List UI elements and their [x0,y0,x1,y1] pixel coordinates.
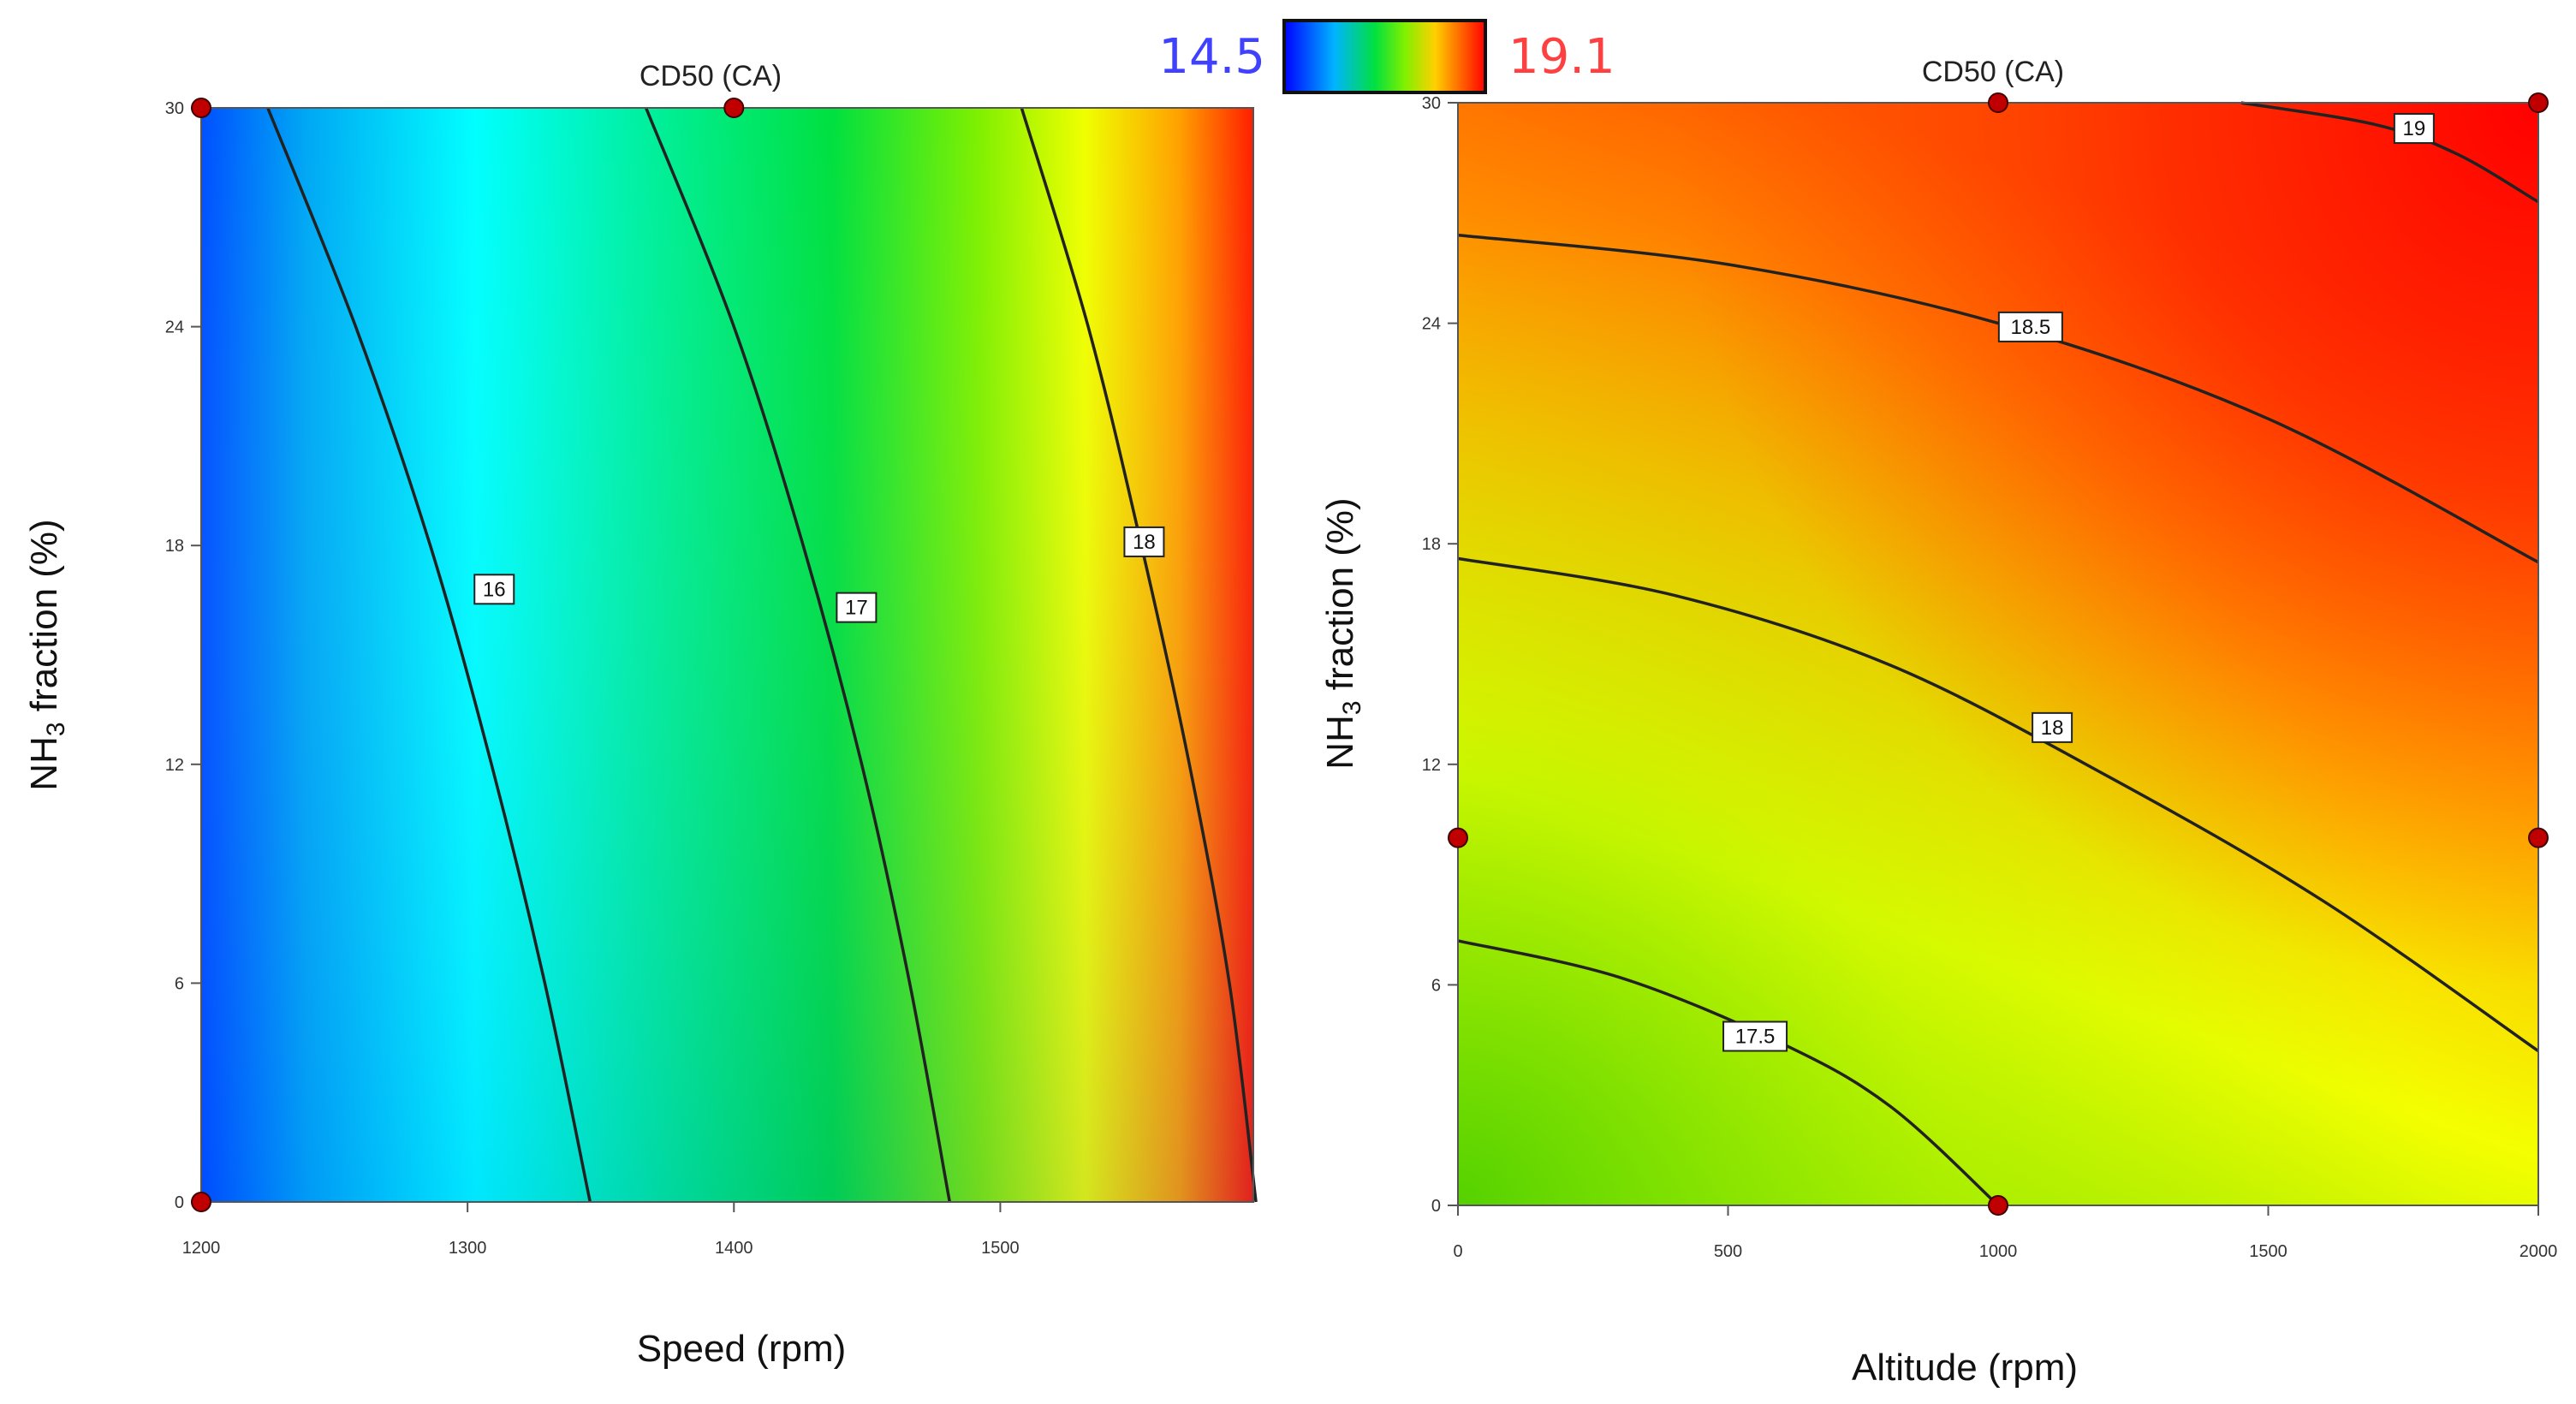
y-tick-label: 12 [1422,756,1441,775]
y-tick-label: 30 [165,99,184,118]
x-tick-label: 1000 [1979,1242,2018,1261]
contour-hot-right [1458,103,2538,1205]
contour-line-16 [266,107,592,1203]
contour-label-box [2032,711,2073,743]
x-tick-label: 1500 [2249,1242,2287,1261]
x-axis-title-right: Altitude (rpm) [1852,1347,2078,1389]
y-axis-title-left: NH3 fraction (%) [23,519,70,790]
x-tick-label: 0 [1453,1242,1462,1261]
x-tick-label: 1500 [981,1239,1020,1258]
contour-label-text: 16 [483,578,506,601]
contour-label-text: 18.5 [2011,316,2051,339]
design-point [2528,92,2549,113]
contour-label-box [2393,113,2435,145]
colorscale-max-label: 19.1 [1508,29,1615,85]
y-tick-label: 6 [1431,976,1441,995]
x-tick-label: 1300 [449,1239,487,1258]
y-axis-title-left-rest: fraction (%) [23,519,65,722]
contour-line-18 [1457,556,2540,1053]
contour-label-box [1722,1020,1788,1052]
y-tick-label: 6 [175,974,184,993]
x-axis-title-left: Speed (rpm) [637,1328,847,1370]
y-ticks-left: 0 6 12 18 24 30 [165,99,201,1212]
contour-label-16: 16 [473,574,515,605]
chart-title-left: CD50 (CA) [640,60,782,92]
x-ticks-right: 0 500 1000 1500 2000 [1453,1205,2557,1261]
design-point [1448,827,1468,848]
contour-line-18 [1020,107,1258,1203]
contour-label-text: 18 [1133,531,1156,554]
contour-label-18: 18 [1123,526,1165,557]
contour-line-17 [644,107,952,1203]
contour-label-17: 17 [836,592,878,623]
contour-label-18.5: 18.5 [1997,311,2063,342]
y-axis-title-left-main: NH [23,736,65,791]
design-point [1988,1195,2008,1216]
x-tick-label: 500 [1714,1242,1742,1261]
colorscale-min-label: 14.5 [1158,29,1265,85]
contour-label-box [473,574,515,605]
x-tick-label: 2000 [2519,1242,2558,1261]
y-tick-label: 18 [165,537,184,556]
x-tick-label: 1200 [182,1239,221,1258]
y-tick-label: 18 [1422,535,1441,554]
y-tick-label: 24 [1422,315,1441,334]
contour-label-box [836,592,878,623]
x-ticks-left: 1200 1300 1400 1500 [182,1202,1020,1258]
design-point [723,98,745,118]
design-point [1988,92,2008,113]
y-ticks-right: 0 6 12 18 24 30 [1422,94,1458,1216]
contour-label-box [1123,526,1165,557]
y-axis-title-right-main: NH [1319,715,1361,770]
y-tick-label: 0 [175,1193,184,1212]
design-point [191,98,211,118]
design-points-left [191,98,745,1212]
colorscale-legend: 14.5 19.1 [1158,19,1615,94]
y-axis-title-left-sub: 3 [42,722,70,736]
contour-label-18: 18 [2032,711,2073,743]
x-tick-label: 1400 [715,1239,753,1258]
y-tick-label: 24 [165,318,184,337]
y-axis-title-right-sub: 3 [1338,700,1366,715]
contour-shade-left [201,108,1253,1202]
design-point [191,1192,211,1212]
contour-label-19: 19 [2393,113,2435,145]
y-tick-label: 0 [1431,1197,1441,1216]
chart-title-right: CD50 (CA) [1922,56,2064,88]
contour-label-box [1997,311,2063,342]
contour-label-text: 19 [2403,117,2426,140]
contour-label-text: 17.5 [1735,1026,1776,1049]
y-tick-label: 30 [1422,94,1441,113]
contour-labels-left: 16 17 18 [473,526,1165,623]
design-points-right [1448,92,2549,1216]
contour-lines-left [266,107,1258,1203]
y-tick-label: 12 [165,756,184,775]
speed-contour-chart: 16 17 18 1200 1300 1400 1500 0 6 12 18 24 30 CD50 … [23,60,1258,1370]
y-axis-title-right-rest: fraction (%) [1319,497,1361,700]
colorscale-bar [1282,19,1487,94]
contour-label-text: 17 [845,597,868,620]
y-axis-title-right: NH3 fraction (%) [1319,497,1366,769]
contour-label-text: 18 [2041,717,2064,740]
design-point [2528,827,2549,848]
contour-labels-right: 17.5 18 18.5 19 [1722,113,2435,1052]
contour-label-17.5: 17.5 [1722,1020,1788,1052]
